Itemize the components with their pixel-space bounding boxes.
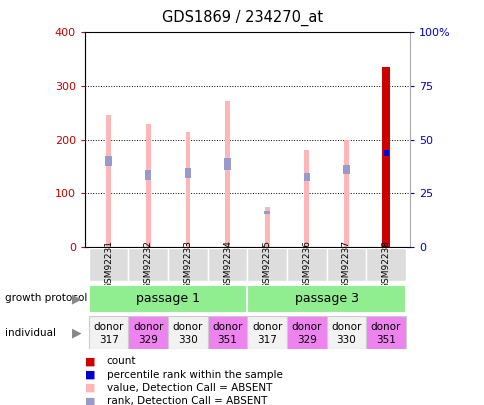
Text: GDS1869 / 234270_at: GDS1869 / 234270_at <box>162 10 322 26</box>
FancyBboxPatch shape <box>89 316 128 349</box>
Text: donor: donor <box>212 322 242 332</box>
Text: donor: donor <box>370 322 400 332</box>
Bar <box>263 211 270 214</box>
Text: 329: 329 <box>296 335 316 345</box>
Text: ▶: ▶ <box>72 326 81 339</box>
Bar <box>382 67 389 247</box>
Text: GSM92233: GSM92233 <box>183 241 192 289</box>
Text: 317: 317 <box>99 335 119 345</box>
Text: ■: ■ <box>85 383 95 393</box>
Text: rank, Detection Call = ABSENT: rank, Detection Call = ABSENT <box>106 396 267 405</box>
Text: 351: 351 <box>375 335 395 345</box>
Bar <box>146 124 151 247</box>
Bar <box>225 101 229 247</box>
Text: GSM92238: GSM92238 <box>381 241 390 289</box>
Bar <box>184 168 191 177</box>
FancyBboxPatch shape <box>128 316 168 349</box>
FancyBboxPatch shape <box>168 316 207 349</box>
FancyBboxPatch shape <box>247 316 287 349</box>
Text: donor: donor <box>133 322 163 332</box>
FancyBboxPatch shape <box>207 248 247 281</box>
Text: GSM92234: GSM92234 <box>223 241 231 289</box>
FancyBboxPatch shape <box>287 248 326 281</box>
Text: individual: individual <box>5 328 56 337</box>
Text: percentile rank within the sample: percentile rank within the sample <box>106 370 282 379</box>
Bar <box>224 158 230 170</box>
Text: donor: donor <box>93 322 123 332</box>
Text: donor: donor <box>331 322 361 332</box>
FancyBboxPatch shape <box>247 285 405 313</box>
Text: 330: 330 <box>336 335 356 345</box>
Text: 351: 351 <box>217 335 237 345</box>
Text: passage 3: passage 3 <box>294 292 358 305</box>
FancyBboxPatch shape <box>89 248 128 281</box>
Text: donor: donor <box>252 322 282 332</box>
FancyBboxPatch shape <box>326 248 365 281</box>
Text: ■: ■ <box>85 396 95 405</box>
Text: GSM92235: GSM92235 <box>262 241 271 289</box>
Bar <box>383 150 388 156</box>
Text: GSM92231: GSM92231 <box>104 241 113 289</box>
Text: ■: ■ <box>85 356 95 366</box>
FancyBboxPatch shape <box>247 248 287 281</box>
Bar <box>343 140 348 247</box>
Text: value, Detection Call = ABSENT: value, Detection Call = ABSENT <box>106 383 272 393</box>
Bar <box>105 156 112 166</box>
FancyBboxPatch shape <box>365 248 405 281</box>
FancyBboxPatch shape <box>365 316 405 349</box>
Text: ▶: ▶ <box>72 292 81 305</box>
Text: donor: donor <box>291 322 321 332</box>
Bar <box>145 170 151 179</box>
Text: donor: donor <box>172 322 203 332</box>
Text: 317: 317 <box>257 335 276 345</box>
Text: GSM92237: GSM92237 <box>341 241 350 289</box>
Bar <box>106 115 111 247</box>
Text: count: count <box>106 356 136 366</box>
Text: growth protocol: growth protocol <box>5 294 87 303</box>
FancyBboxPatch shape <box>128 248 168 281</box>
FancyBboxPatch shape <box>207 316 247 349</box>
Bar <box>304 150 308 247</box>
Text: GSM92232: GSM92232 <box>143 241 152 289</box>
Bar <box>264 207 269 247</box>
Text: 329: 329 <box>138 335 158 345</box>
Bar <box>185 132 190 247</box>
FancyBboxPatch shape <box>326 316 365 349</box>
Bar <box>343 165 349 173</box>
Text: 330: 330 <box>178 335 197 345</box>
Text: ■: ■ <box>85 370 95 379</box>
Bar <box>303 173 309 181</box>
FancyBboxPatch shape <box>287 316 326 349</box>
Text: passage 1: passage 1 <box>136 292 200 305</box>
FancyBboxPatch shape <box>89 285 247 313</box>
FancyBboxPatch shape <box>168 248 207 281</box>
Text: GSM92236: GSM92236 <box>302 241 311 289</box>
